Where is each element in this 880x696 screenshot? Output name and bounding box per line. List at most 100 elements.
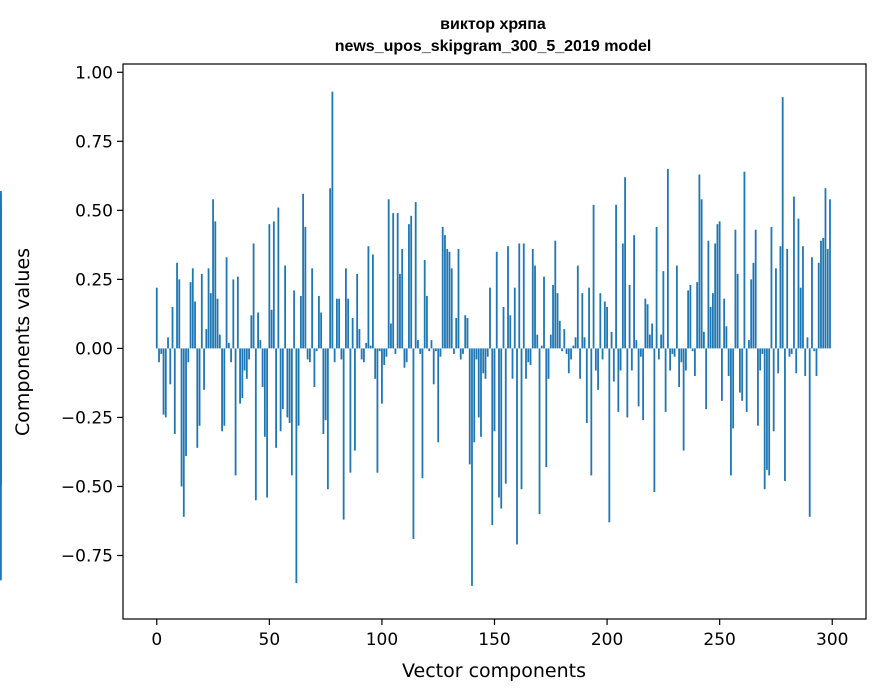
bar [606, 306, 608, 349]
bar [414, 202, 417, 349]
bar [360, 348, 363, 360]
bar [757, 348, 759, 426]
bar [432, 348, 435, 385]
bar [534, 265, 536, 349]
bar [295, 348, 298, 584]
bar [721, 348, 723, 401]
bar [169, 348, 172, 385]
bar [671, 348, 674, 354]
bar [275, 348, 277, 448]
bar [570, 348, 572, 360]
bar [394, 348, 397, 354]
bar [610, 331, 613, 349]
bar [590, 348, 593, 476]
bar [171, 306, 174, 349]
bar [680, 348, 683, 363]
bar [423, 260, 426, 349]
bar [637, 348, 640, 407]
bar [401, 249, 404, 349]
bar [457, 249, 460, 349]
bar [372, 254, 374, 349]
bar [484, 348, 487, 379]
bar [473, 348, 476, 443]
bar [178, 279, 181, 349]
bar [227, 342, 230, 349]
bar [390, 323, 392, 349]
bar [615, 204, 617, 349]
bar [633, 235, 635, 349]
x-tick-label: 0 [151, 630, 162, 650]
bar [482, 348, 485, 374]
bar [477, 348, 480, 418]
bar [437, 348, 440, 443]
bar [340, 348, 343, 360]
bar [306, 348, 309, 360]
bar [513, 287, 516, 349]
bar [673, 348, 676, 357]
bar [491, 348, 494, 526]
bar [775, 268, 777, 349]
y-tick-label: 1.00 [75, 63, 113, 83]
bar [766, 348, 768, 470]
bar [788, 348, 791, 357]
bar [297, 348, 300, 426]
bar [795, 348, 798, 374]
bar [536, 334, 539, 349]
bar [455, 318, 458, 349]
bar [448, 251, 451, 349]
bar [252, 243, 255, 349]
bar [304, 226, 307, 349]
bar [691, 348, 694, 352]
bar [196, 348, 199, 448]
bar [376, 348, 379, 473]
bar [601, 348, 604, 360]
bar [516, 348, 518, 545]
bar [817, 262, 820, 349]
bar [678, 348, 681, 388]
bar [752, 262, 755, 349]
bar [493, 348, 496, 432]
bar [288, 348, 291, 423]
bar [257, 312, 259, 349]
bar [399, 273, 401, 349]
bar [322, 348, 325, 434]
bar [734, 229, 737, 349]
bar [558, 320, 561, 349]
bar [565, 348, 568, 354]
bar [221, 348, 223, 432]
bar [655, 226, 658, 349]
bar [167, 337, 169, 349]
bar [653, 348, 656, 492]
y-axis-ticks: −0.75 −0.50 −0.25 0.00 0.25 0.50 0.75 1.00 [61, 63, 123, 566]
bar [684, 348, 687, 371]
bar [489, 287, 491, 349]
bar [529, 348, 532, 365]
bar [315, 348, 318, 352]
bar [333, 348, 336, 363]
bar [243, 348, 246, 371]
bar [381, 348, 383, 404]
bar [329, 188, 332, 349]
bar [824, 188, 827, 349]
bar [718, 221, 721, 349]
bar [608, 348, 611, 523]
bar [387, 199, 390, 349]
bar [471, 348, 473, 586]
bar [545, 348, 548, 468]
bar [205, 329, 208, 349]
bar [626, 348, 629, 418]
bar [279, 348, 282, 432]
bar [617, 348, 620, 412]
x-tick-label: 200 [591, 630, 623, 650]
bar [464, 315, 467, 349]
bar [182, 348, 185, 517]
bar [354, 348, 356, 451]
bar [619, 348, 622, 371]
bar [266, 348, 268, 498]
bar [730, 348, 732, 476]
bar [446, 249, 449, 349]
bar [356, 273, 359, 349]
bar [164, 348, 167, 418]
bar [284, 265, 287, 349]
bar [518, 243, 521, 349]
